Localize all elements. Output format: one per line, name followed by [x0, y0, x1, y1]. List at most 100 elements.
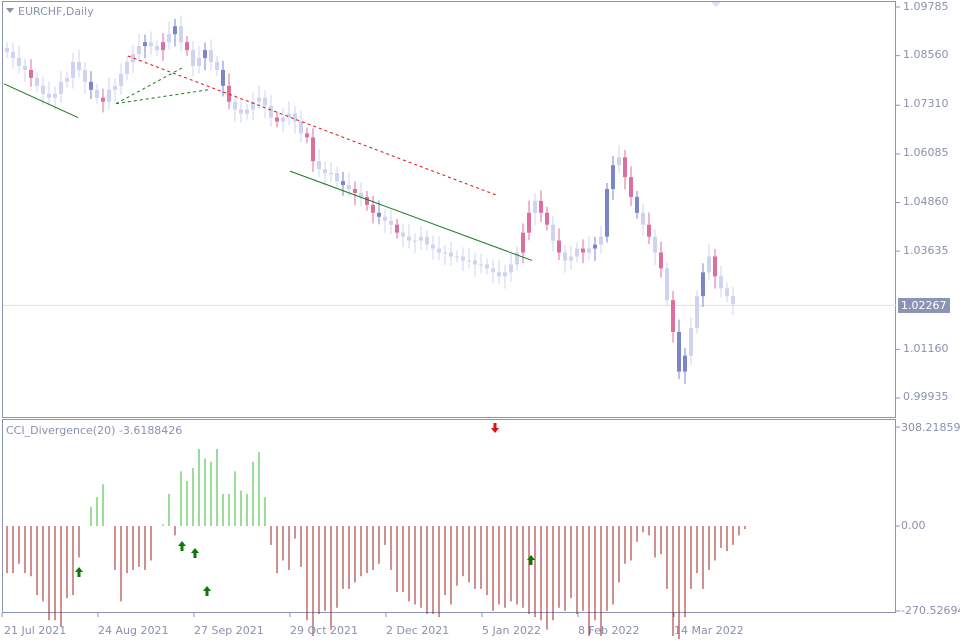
- candle-body: [293, 113, 297, 122]
- candle-body: [341, 181, 345, 186]
- candle-body: [551, 224, 555, 241]
- price-axis-label: 1.09785: [903, 0, 949, 13]
- candle-body: [395, 224, 399, 233]
- candle-body: [563, 252, 567, 261]
- candle-body: [365, 196, 369, 205]
- indicator-axis-label: 0.00: [901, 519, 926, 532]
- candle-body: [269, 105, 273, 118]
- price-axis-label: 1.06085: [903, 146, 949, 159]
- candle-body: [197, 58, 201, 66]
- candle-body: [443, 252, 447, 254]
- candle-body: [641, 212, 645, 225]
- candle-body: [347, 185, 351, 190]
- price-axis-label: 1.04860: [903, 195, 949, 208]
- candle-body: [725, 288, 729, 297]
- candle-body: [113, 85, 117, 90]
- price-axis-label: 1.03635: [903, 244, 949, 257]
- candle-body: [245, 109, 249, 114]
- candle-body: [731, 296, 735, 305]
- candle-body: [329, 173, 333, 175]
- candle-body: [215, 61, 219, 70]
- candle-body: [203, 50, 207, 59]
- candle-body: [437, 248, 441, 253]
- candle-body: [11, 52, 15, 59]
- candle-body: [713, 256, 717, 277]
- time-axis-label: 27 Sep 2021: [194, 624, 264, 637]
- candle-body: [407, 236, 411, 241]
- candle-body: [497, 272, 501, 277]
- symbol-timeframe-label: EURCHF,Daily: [18, 5, 94, 18]
- trendline: [127, 55, 497, 196]
- candle-body: [419, 236, 423, 241]
- buy-arrow-icon: [75, 567, 83, 577]
- candle-body: [539, 200, 543, 213]
- candle-body: [299, 121, 303, 134]
- candle-body: [581, 248, 585, 253]
- candle-body: [389, 220, 393, 225]
- time-axis-label: 24 Aug 2021: [98, 624, 169, 637]
- candle-body: [467, 260, 471, 262]
- candle-body: [89, 81, 93, 90]
- time-axis-label: 5 Jan 2022: [482, 624, 541, 637]
- candle-body: [377, 212, 381, 217]
- candle-body: [461, 256, 465, 261]
- candle-body: [41, 85, 45, 94]
- candle-body: [689, 327, 693, 356]
- candle-body: [491, 268, 495, 273]
- candle-body: [647, 224, 651, 237]
- candle-body: [665, 268, 669, 301]
- candle-body: [557, 240, 561, 253]
- candle-body: [95, 89, 99, 98]
- candle-body: [383, 216, 387, 221]
- candle-body: [59, 81, 63, 94]
- time-axis-label: 2 Dec 2021: [386, 624, 450, 637]
- candle-body: [53, 93, 57, 98]
- candle-body: [101, 97, 105, 102]
- candle-body: [569, 256, 573, 261]
- candle-body: [353, 189, 357, 193]
- candle-body: [683, 355, 687, 372]
- candle-body: [107, 89, 111, 102]
- indicator-axis-label: 308.21859: [901, 421, 960, 434]
- candle-body: [479, 264, 483, 266]
- candle-body: [707, 256, 711, 273]
- candle-body: [599, 236, 603, 245]
- indicator-pane[interactable]: [2, 419, 896, 613]
- candle-body: [161, 42, 165, 51]
- candle-body: [311, 137, 315, 162]
- candle-body: [17, 58, 21, 66]
- buy-arrow-icon: [191, 548, 199, 558]
- candle-body: [545, 212, 549, 225]
- candle-body: [695, 296, 699, 328]
- candle-body: [611, 165, 615, 190]
- time-axis-label: 8 Feb 2022: [578, 624, 640, 637]
- candle-body: [191, 50, 195, 66]
- candle-body: [287, 113, 291, 118]
- candle-body: [83, 69, 87, 82]
- candle-body: [233, 101, 237, 110]
- candle-body: [209, 50, 213, 62]
- buy-arrow-icon: [527, 555, 535, 565]
- candle-body: [275, 117, 279, 122]
- candle-body: [257, 97, 261, 102]
- candle-body: [587, 248, 591, 253]
- candle-body: [263, 97, 267, 106]
- candle-body: [23, 65, 27, 70]
- trendline: [289, 170, 533, 261]
- candle-body: [35, 77, 39, 86]
- price-chart-pane[interactable]: [2, 1, 896, 418]
- candle-body: [629, 177, 633, 197]
- dropdown-triangle-icon[interactable]: [6, 8, 14, 13]
- candle-body: [653, 236, 657, 253]
- candle-body: [173, 26, 177, 35]
- candle-body: [635, 196, 639, 213]
- candle-body: [251, 101, 255, 110]
- time-axis-label: 21 Jul 2021: [4, 624, 67, 637]
- candle-body: [719, 276, 723, 289]
- candle-body: [575, 248, 579, 257]
- candle-body: [701, 272, 705, 297]
- candle-body: [455, 256, 459, 258]
- candle-body: [671, 300, 675, 332]
- candle-body: [677, 331, 681, 372]
